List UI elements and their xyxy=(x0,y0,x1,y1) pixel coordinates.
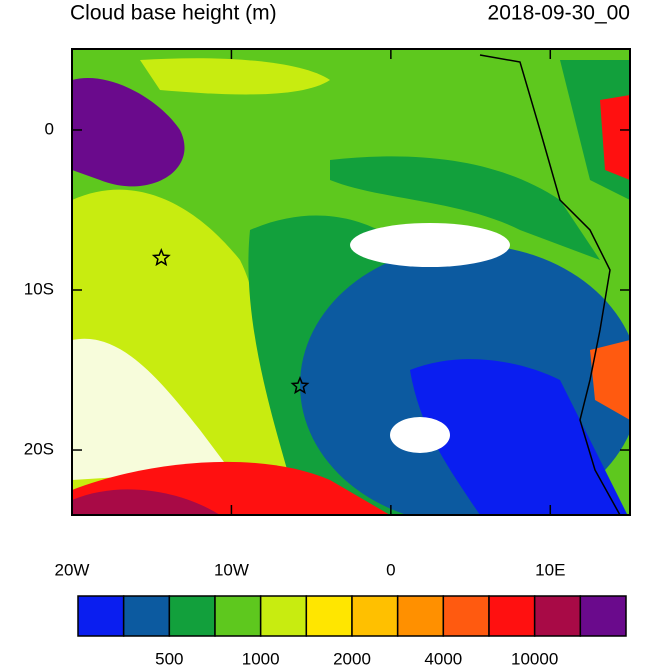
y-tick-label: 0 xyxy=(45,119,54,138)
y-tick-label: 20S xyxy=(24,440,54,459)
x-tick-label: 0 xyxy=(386,560,395,579)
site-marker xyxy=(290,376,310,395)
colorbar-box xyxy=(168,595,216,637)
y-tick-label: 10S xyxy=(24,279,54,298)
colorbar-box xyxy=(77,595,125,637)
colorbar-label: 500 xyxy=(155,649,183,667)
title: Cloud base height (m) xyxy=(70,2,277,25)
colorbar-box xyxy=(259,595,308,637)
colorbar-box xyxy=(305,595,353,637)
plot-frame xyxy=(71,48,631,516)
x-tick-label: 10W xyxy=(214,560,249,579)
colorbar-box xyxy=(351,595,399,637)
colorbar-box xyxy=(122,595,171,637)
cloud-field xyxy=(72,49,630,515)
site-marker xyxy=(151,248,171,267)
x-tick-label: 20W xyxy=(55,560,90,579)
time-label: 2018-09-30_00 xyxy=(488,2,630,25)
colorbar-box xyxy=(579,595,627,637)
colorbar-box xyxy=(396,595,445,637)
colorbar-box xyxy=(442,595,490,637)
colorbar-box xyxy=(214,595,262,637)
colorbar-box xyxy=(488,595,536,637)
colorbar-label: 10000 xyxy=(511,649,558,667)
x-tick-label: 10E xyxy=(535,560,565,579)
colorbar-box xyxy=(533,595,582,637)
colorbar-label: 2000 xyxy=(333,649,371,667)
colorbar-label: 4000 xyxy=(424,649,462,667)
colorbar-label: 1000 xyxy=(242,649,280,667)
